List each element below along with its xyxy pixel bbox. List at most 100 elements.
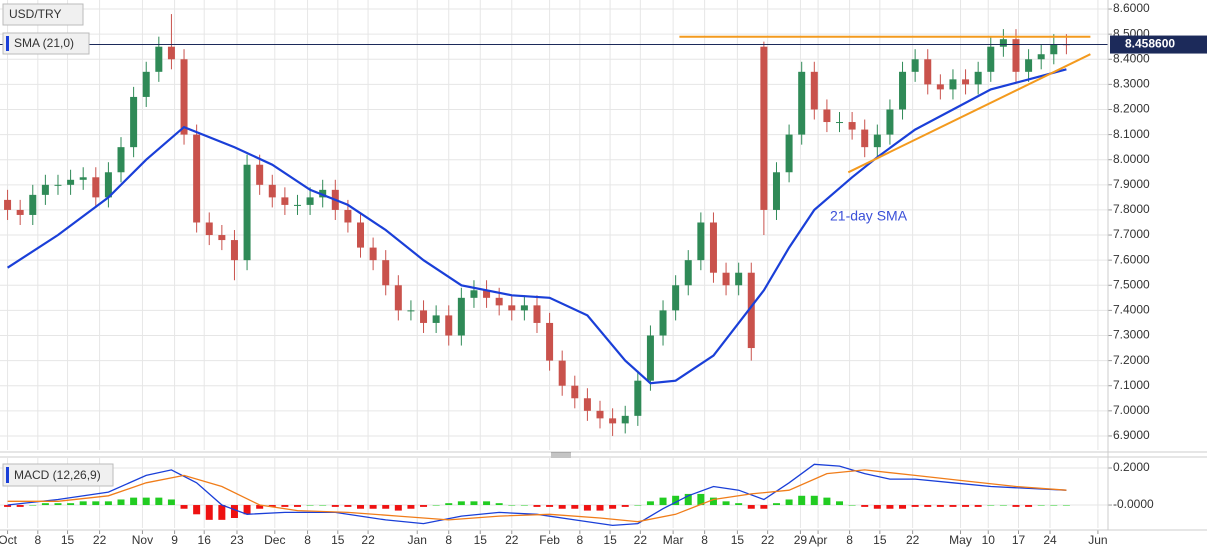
histogram-bar (470, 501, 478, 506)
candle-body (495, 297, 503, 306)
candle-body (836, 122, 844, 124)
y-tick-label: 0.2000 (1113, 460, 1150, 474)
macd-title: MACD (12,26,9) (14, 468, 101, 482)
histogram-bar (747, 505, 755, 509)
histogram-bar (41, 503, 49, 506)
histogram-bar (29, 505, 37, 506)
histogram-bar (243, 505, 251, 515)
histogram-bar (483, 501, 491, 506)
legend-box (2, 32, 90, 55)
candle-body (67, 179, 75, 185)
histogram-bar (684, 493, 692, 506)
histogram-bar (609, 505, 617, 509)
candle-body (873, 134, 881, 148)
candle-body (29, 194, 37, 215)
x-tick-label: Jun (1088, 533, 1107, 547)
histogram-bar (823, 497, 831, 506)
candle-body (420, 310, 428, 323)
x-tick-label: 8 (701, 533, 708, 547)
candle-body (4, 199, 12, 210)
last-price-label: 8.458600 (1125, 37, 1175, 51)
y-tick-label: 7.7000 (1113, 227, 1150, 241)
histogram-bar (722, 501, 730, 506)
histogram-bar (533, 505, 541, 507)
x-tick-label: 22 (634, 533, 648, 547)
histogram-bar (407, 505, 415, 509)
annotation: 21-day SMA (830, 208, 908, 224)
x-tick-label: 22 (93, 533, 107, 547)
candle-body (470, 290, 478, 298)
histogram-bar (104, 501, 112, 506)
histogram-bar (760, 505, 768, 509)
candle-body (760, 46, 768, 210)
candle-body (621, 415, 629, 424)
histogram-bar (306, 505, 314, 506)
candle-body (130, 96, 138, 148)
histogram-bar (218, 505, 226, 520)
candle-body (319, 189, 327, 198)
x-tick-label: 15 (331, 533, 345, 547)
x-tick-label: 22 (505, 533, 519, 547)
chart-title: USD/TRY (9, 7, 61, 21)
x-tick-label: Oct (0, 533, 18, 547)
histogram-bar (1012, 505, 1020, 507)
candle-body (634, 380, 642, 416)
candle-body (899, 71, 907, 110)
histogram-bar (735, 503, 743, 506)
histogram-bar (142, 497, 150, 506)
histogram-bar (92, 501, 100, 506)
histogram-bar (180, 505, 188, 509)
candle-body (999, 39, 1007, 47)
histogram-bar (1037, 505, 1045, 506)
sma-line (7, 68, 1067, 385)
histogram-bar (785, 499, 793, 506)
candle-body (697, 222, 705, 261)
candle-body (180, 59, 188, 135)
x-tick-label: 23 (230, 533, 244, 547)
candle-body (810, 71, 818, 110)
candle-body (772, 172, 780, 210)
x-tick-label: May (949, 533, 972, 547)
candle-body (483, 290, 491, 298)
macd-line (7, 469, 1067, 523)
histogram-bar (772, 503, 780, 506)
histogram-bar (974, 505, 982, 507)
y-tick-label: 8.0000 (1113, 152, 1150, 166)
y-tick-label: 7.0000 (1113, 403, 1150, 417)
histogram-bar (457, 501, 465, 506)
candle-body (609, 418, 617, 424)
x-tick-label: Jan (408, 533, 427, 547)
x-tick-label: 8 (846, 533, 853, 547)
candle-body (861, 129, 869, 148)
x-tick-label: Dec (264, 533, 285, 547)
candle-body (230, 240, 238, 261)
candle-body (256, 164, 264, 185)
y-tick-label: 8.4000 (1113, 51, 1150, 65)
histogram-bar (16, 505, 24, 507)
histogram-bar (495, 503, 503, 506)
histogram-bar (445, 503, 453, 506)
histogram-bar (999, 505, 1007, 506)
y-tick-label: 7.2000 (1113, 353, 1150, 367)
histogram-bar (697, 493, 705, 506)
histogram-bar (281, 505, 289, 507)
candle-body (193, 134, 201, 223)
candle-body (672, 285, 680, 311)
legend-swatch (6, 36, 9, 51)
resize-handle[interactable] (551, 452, 571, 458)
histogram-bar (167, 499, 175, 506)
candle-body (962, 79, 970, 85)
histogram-bar (155, 497, 163, 506)
y-tick-label: 8.2000 (1113, 102, 1150, 116)
x-tick-label: Mar (663, 533, 684, 547)
candle-body (432, 315, 440, 323)
histogram-bar (256, 505, 264, 509)
x-tick-label: 24 (1043, 533, 1057, 547)
candle-body (104, 172, 112, 198)
y-tick-label: -0.0000 (1113, 497, 1154, 511)
candle-body (646, 335, 654, 381)
histogram-bar (596, 505, 604, 511)
